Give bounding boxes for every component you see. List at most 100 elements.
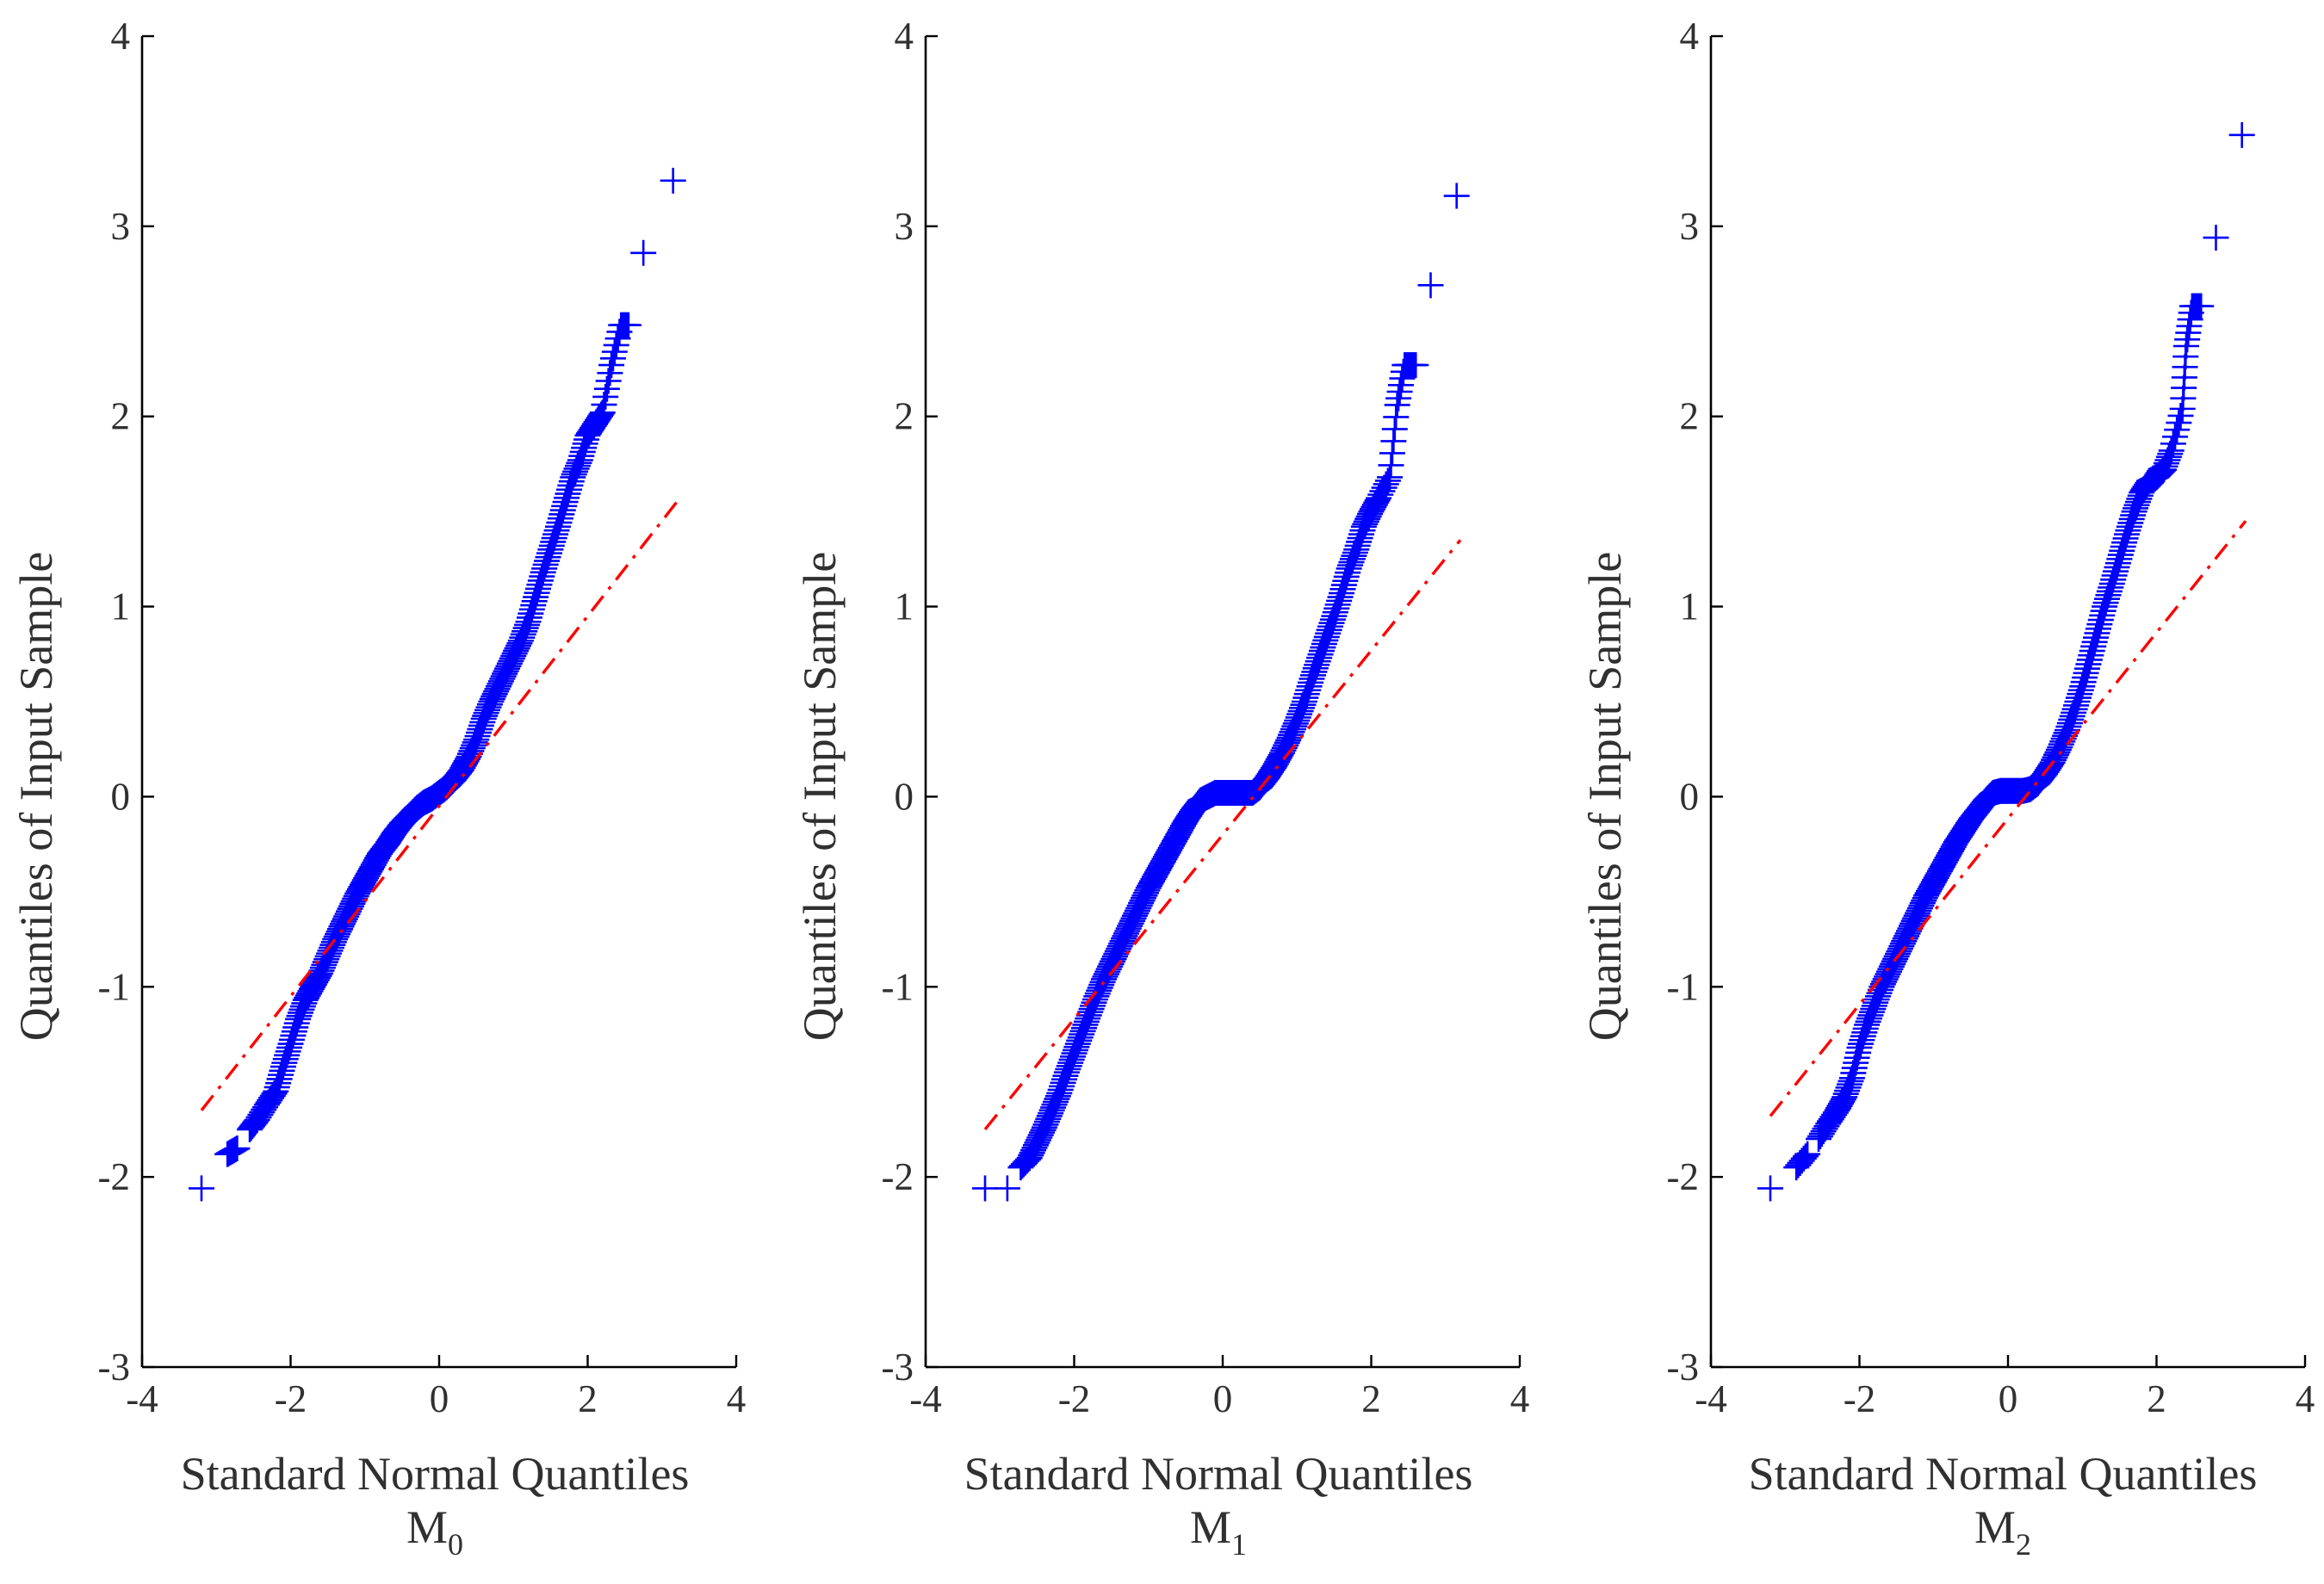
qq-point-marker [1790,1145,1817,1172]
qq-point-marker [599,345,626,372]
qq-point-marker [466,720,492,746]
y-tick-label: -1 [1667,965,1700,1008]
qq-point-marker [467,716,493,743]
qq-point-marker [2203,225,2229,251]
qq-point-marker [558,468,585,495]
qq-point-marker [1341,542,1367,569]
x-axis-title: Standard Normal Quantiles [1749,1448,2258,1500]
qq-point-marker [1385,385,1412,411]
qq-point-marker [586,403,613,430]
axes-m0: -3 -2 -1 0 1 2 3 4 -4 -2 0 2 4 [98,15,747,1420]
x-tick-label: 2 [2147,1377,2166,1420]
x-tick-label: -4 [126,1377,158,1420]
y-tick-label: -3 [98,1346,131,1389]
qq-point-marker [1366,485,1392,511]
x-tick-label: -4 [909,1377,942,1420]
y-tick-label: 4 [111,15,131,58]
qq-point-marker [1316,616,1342,643]
qq-point-marker [1289,695,1315,721]
y-tick-label: -2 [98,1155,131,1198]
qq-point-marker [283,1010,310,1036]
qq-point-marker [1312,627,1339,653]
x-tick-label: -2 [1058,1377,1091,1420]
panel-label-m0: M0 [406,1501,463,1562]
panel-m0: Quantiles of Input Sample -3-2-101234-4-… [10,15,746,1562]
panel-label-m1: M1 [1190,1501,1247,1562]
qq-point-marker [1852,1015,1879,1042]
axes-m1: -3 -2 -1 0 1 2 3 4 -4 -2 0 2 4 [882,15,1530,1420]
y-axis-title: Quantiles of Input Sample [1579,552,1631,1041]
y-tick-label: 2 [1680,395,1700,438]
x-tick-label: 2 [1361,1377,1381,1420]
qq-point-marker [463,727,490,753]
panel-label-letter: M [1974,1501,2016,1553]
y-tick-label: 1 [895,585,914,628]
qq-point-marker [588,401,615,428]
x-tick-label: -2 [1844,1377,1876,1420]
qq-point-marker [1319,606,1346,633]
y-tick-label: 0 [895,775,914,818]
qq-point-marker [2056,710,2083,737]
qq-point-marker [1827,1091,1854,1117]
qq-point-marker [1841,1055,1868,1081]
qq-point-marker [1317,613,1344,640]
panel-label-subscript: 1 [1231,1527,1247,1562]
y-tick-label: -3 [882,1346,914,1389]
y-tick-label: 1 [1680,585,1700,628]
panel-m1: Quantiles of Input Sample -3-2-101234-4-… [794,15,1529,1562]
qq-point-marker [615,312,641,338]
y-tick-label: -1 [882,965,914,1008]
qq-point-marker [2228,121,2255,148]
qq-point-marker [1384,392,1410,418]
qq-point-marker [1367,481,1394,508]
reference-line-m1 [983,539,1462,1130]
qq-point-marker [2147,460,2173,486]
qq-point-marker [258,1085,285,1111]
y-axis-title: Quantiles of Input Sample [10,552,62,1041]
qq-point-marker [660,167,686,194]
qq-point-marker [566,449,592,476]
y-tick-label: 0 [111,775,131,818]
qq-point-marker [1310,634,1336,661]
qq-point-marker [1050,1069,1076,1096]
qq-point-marker [604,325,631,352]
qq-point-marker [994,1175,1020,1202]
reference-line-m0 [200,501,679,1111]
qq-point-marker [2160,430,2186,457]
y-tick-label: 4 [1680,15,1700,58]
qq-point-marker [1378,452,1404,479]
y-tick-label: 3 [111,205,131,248]
qq-point-marker [468,712,494,739]
qq-point-marker [1843,1049,1869,1076]
qq-point-marker [1377,464,1404,491]
y-tick-label: -2 [1667,1155,1700,1198]
qq-point-marker [514,611,541,638]
qq-point-marker [1298,669,1324,696]
scatter-points-m0 [189,167,686,1202]
qq-point-marker [1298,665,1325,692]
y-tick-label: 2 [895,395,914,438]
qq-point-marker [512,615,539,641]
qq-point-marker [1311,631,1337,658]
qq-point-marker [1046,1080,1073,1106]
qq-point-marker [1386,379,1413,405]
axes-m2: -3 -2 -1 0 1 2 3 4 -4 -2 0 2 4 [1667,15,2315,1420]
qq-point-marker [2054,717,2080,744]
qq-point-marker [1304,652,1330,678]
qq-point-marker [462,729,488,756]
qq-point-marker [305,964,332,991]
qq-point-marker [1443,183,1470,209]
qq-point-marker [1379,440,1405,467]
panel-label-letter: M [406,1501,448,1553]
x-tick-label: 0 [430,1377,449,1420]
qq-point-marker [2157,441,2184,467]
qq-point-marker [1361,492,1388,518]
panel-label-letter: M [1190,1501,1231,1553]
qq-point-marker [630,239,657,266]
qq-point-marker [2167,402,2194,429]
y-tick-label: 3 [895,205,914,248]
qq-point-marker [2164,417,2191,443]
panel-label-m2: M2 [1974,1501,2031,1562]
